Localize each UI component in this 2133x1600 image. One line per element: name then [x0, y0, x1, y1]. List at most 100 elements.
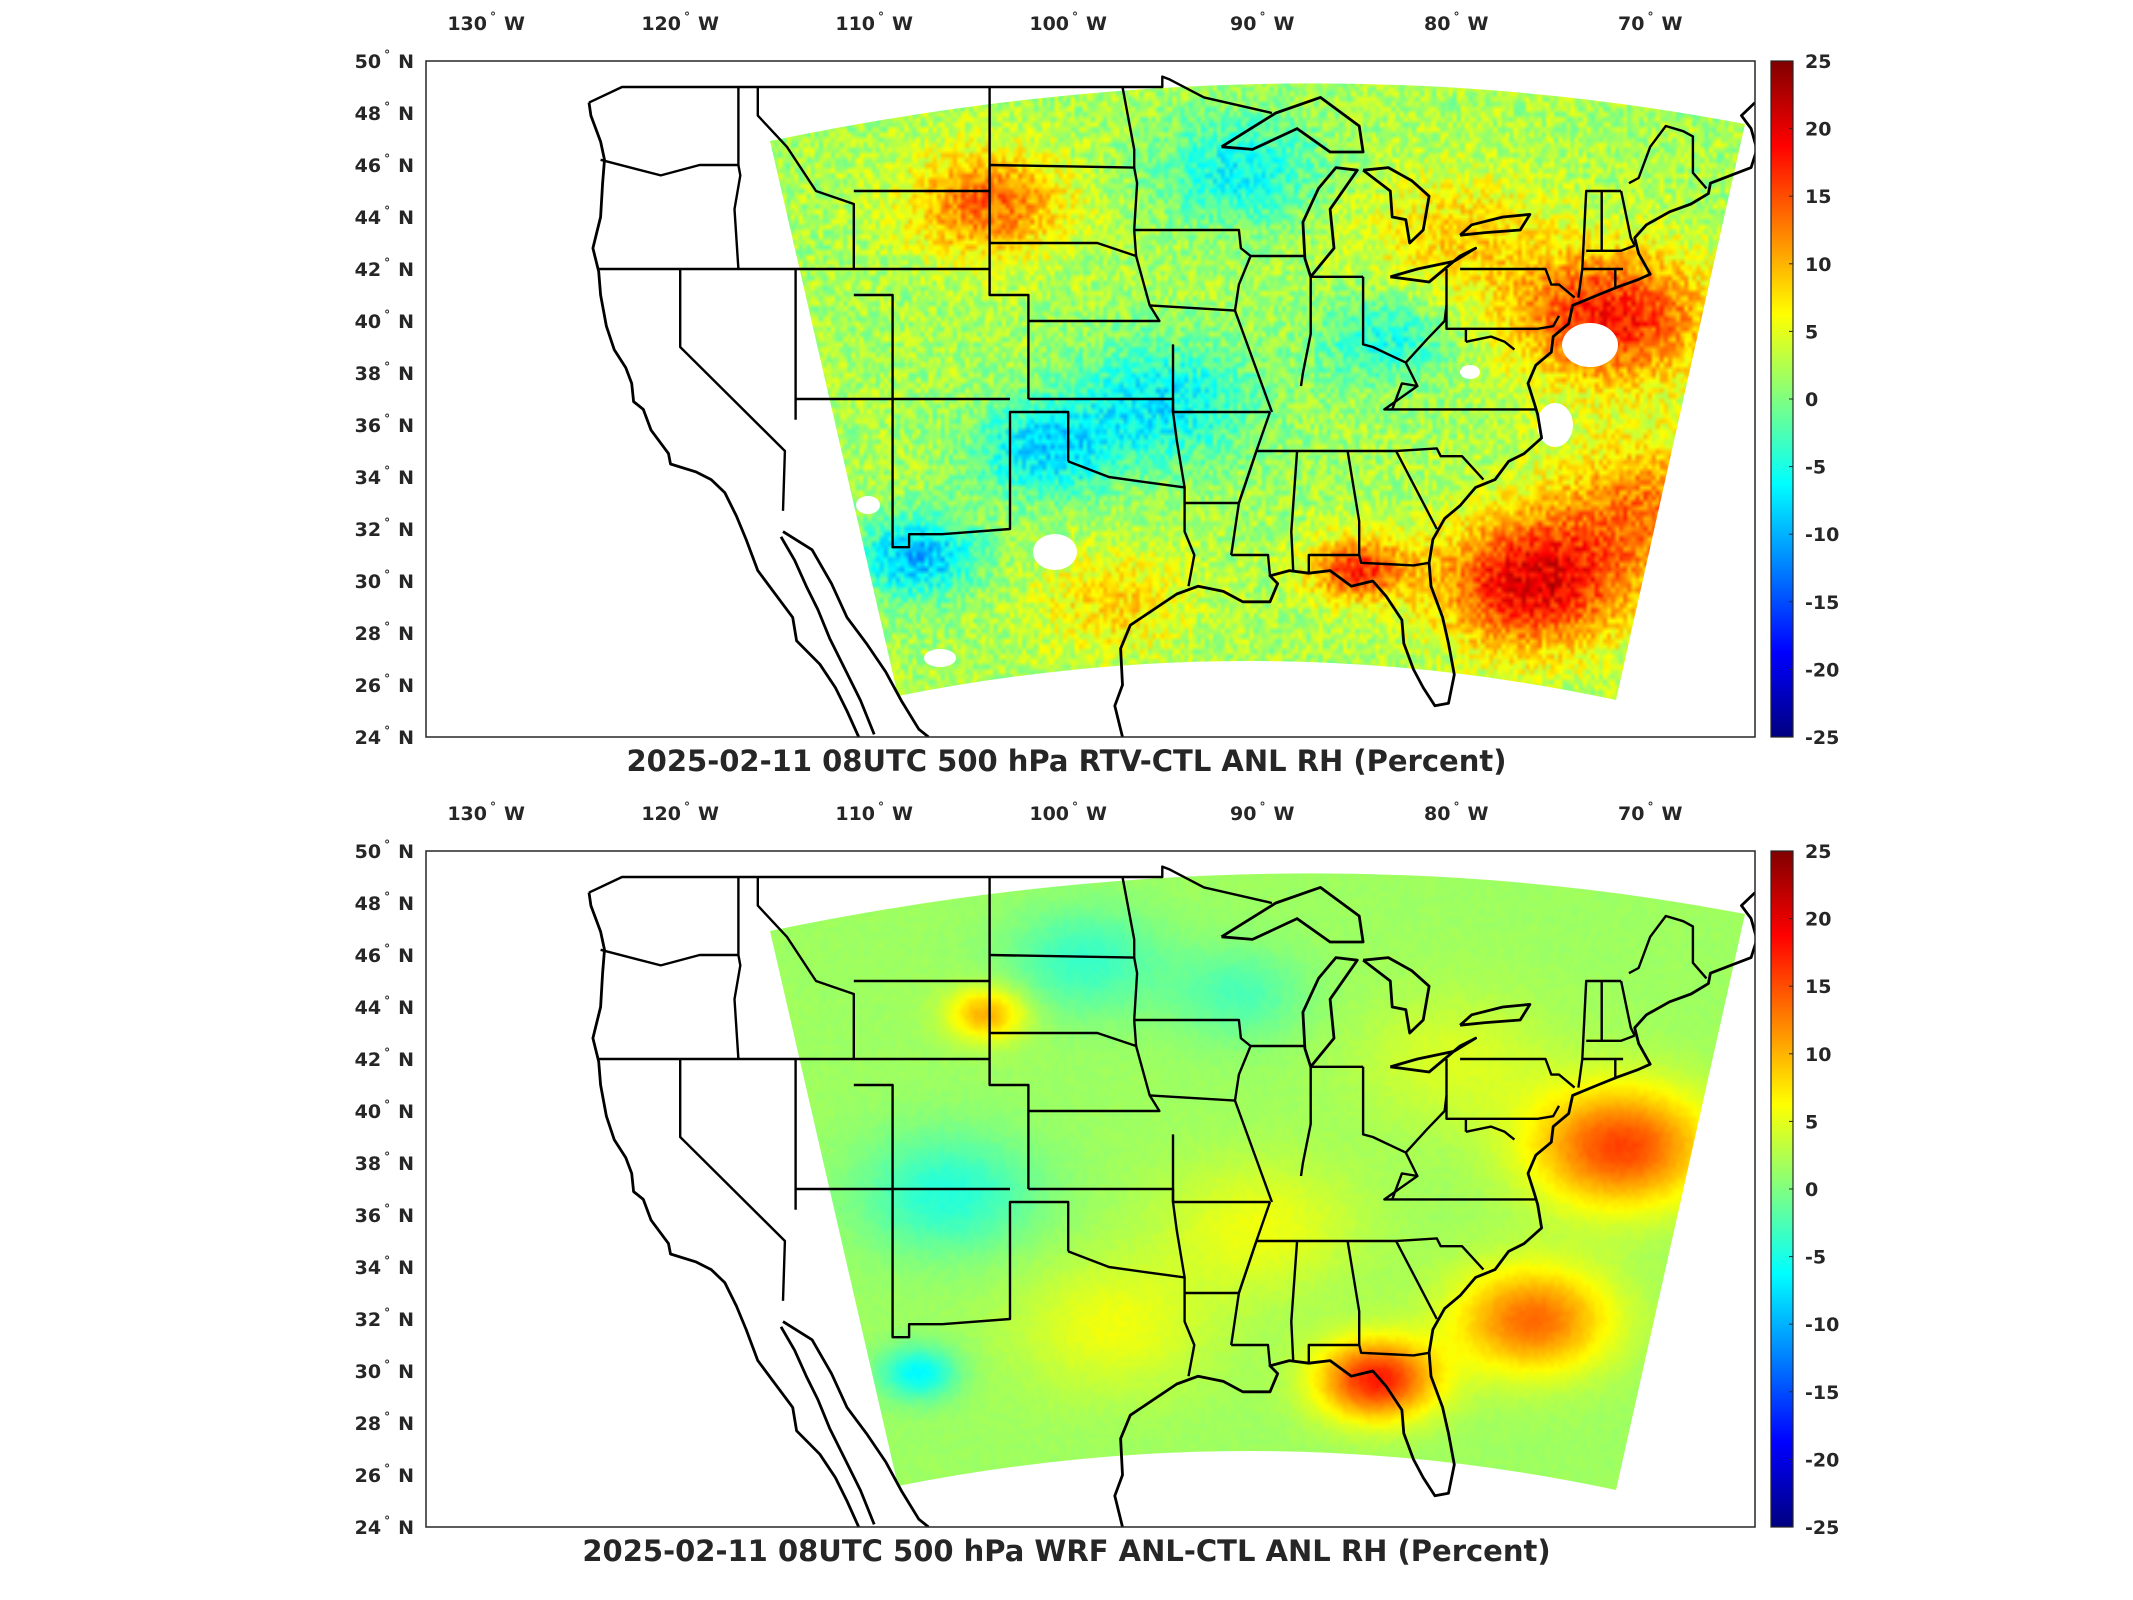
colorbar-tick-label: 25 [1805, 51, 1831, 73]
state-boundary [853, 293, 1010, 401]
lake-shoreline [1459, 212, 1532, 237]
state-boundary [1134, 228, 1305, 258]
state-boundary [1183, 1293, 1196, 1377]
bottom-map-panel: 130 ° W 120 ° W 110 ° W 100 ° W 90 ° W 80 ° W 70 ° W 50 ° N 48 ° N… [0, 790, 2133, 1590]
state-boundary [1237, 1201, 1272, 1294]
colorbar-tick-label: 0 [1805, 1179, 1818, 1201]
longitude-tick-label: 100 ° W [1029, 10, 1107, 35]
colorbar-tick-label: 15 [1805, 186, 1831, 208]
longitude-tick-label: 130 ° W [447, 800, 525, 825]
coastline [782, 530, 930, 737]
state-boundary [1465, 1125, 1516, 1141]
missing-data-patch [1562, 323, 1618, 367]
latitude-tick-label: 44 ° N [355, 994, 414, 1019]
colorbar-tick-label: 15 [1805, 976, 1831, 998]
lake-shoreline [1301, 166, 1359, 278]
colorbar-tick-label: 20 [1805, 909, 1831, 931]
colorbar-tick-label: 5 [1805, 321, 1818, 343]
coastline [782, 1320, 930, 1527]
state-boundary [989, 86, 1136, 169]
top-map-title: 2025-02-11 08UTC 500 hPa RTV-CTL ANL RH … [626, 744, 1507, 778]
state-boundary [1358, 1344, 1430, 1357]
missing-data-patch [1460, 365, 1480, 379]
missing-data-patch [924, 649, 956, 667]
lake-shoreline [1389, 1036, 1477, 1074]
state-boundary [1233, 255, 1274, 413]
latitude-tick-label: 24 ° N [355, 724, 414, 749]
latitude-tick-label: 30 ° N [355, 1358, 414, 1383]
latitude-tick-label: 40 ° N [355, 308, 414, 333]
latitude-tick-label: 46 ° N [355, 942, 414, 967]
top-map-svg: 130 ° W 120 ° W 110 ° W 100 ° W 90 ° W 80 ° W 70 ° W 50 ° N 48 ° N… [355, 10, 1840, 749]
state-boundary [1628, 914, 1708, 980]
latitude-tick-label: 36 ° N [355, 412, 414, 437]
state-boundary [756, 87, 855, 269]
latitude-tick-label: 38 ° N [355, 360, 414, 385]
longitude-tick-label: 90 ° W [1230, 800, 1294, 825]
latitude-tick-label: 44 ° N [355, 204, 414, 229]
state-boundary [1395, 450, 1438, 530]
colorbar-tick-label: -5 [1805, 1247, 1826, 1269]
state-boundary [1290, 1240, 1299, 1361]
colorbar-tick-label: 10 [1805, 254, 1831, 276]
state-boundary [1231, 553, 1272, 576]
state-boundary [1299, 1066, 1312, 1177]
longitude-tick-label: 80 ° W [1424, 10, 1488, 35]
longitude-tick-label: 90 ° W [1230, 10, 1294, 35]
state-boundary [1149, 304, 1236, 312]
latitude-tick-label: 26 ° N [355, 1462, 414, 1487]
state-boundary [1628, 124, 1708, 190]
latitude-tick-label: 34 ° N [355, 1254, 414, 1279]
lake-shoreline [1362, 166, 1431, 245]
latitude-tick-label: 28 ° N [355, 620, 414, 645]
colorbar-tick-label: -5 [1805, 457, 1826, 479]
state-boundary [1290, 450, 1299, 571]
latitude-tick-label: 48 ° N [355, 890, 414, 915]
coastline [587, 892, 860, 1527]
longitude-tick-label: 100 ° W [1029, 800, 1107, 825]
state-boundary [1586, 1034, 1636, 1043]
latitude-tick-label: 48 ° N [355, 100, 414, 125]
colorbar-tick-label: -15 [1805, 592, 1839, 614]
coastline [779, 536, 876, 735]
state-boundary [1619, 190, 1636, 247]
colorbar-tick-label: 25 [1805, 841, 1831, 863]
state-boundary [1391, 1172, 1418, 1200]
state-boundary [679, 269, 787, 511]
latitude-tick-label: 38 ° N [355, 1150, 414, 1175]
latitude-tick-label: 36 ° N [355, 1202, 414, 1227]
state-boundary [1460, 267, 1576, 299]
latitude-tick-label: 24 ° N [355, 1514, 414, 1539]
state-boundary [588, 75, 1273, 115]
colorbar-tick-label: -15 [1805, 1382, 1839, 1404]
latitude-tick-label: 32 ° N [355, 516, 414, 541]
state-boundary [1361, 1066, 1536, 1201]
latitude-tick-label: 42 ° N [355, 256, 414, 281]
longitude-tick-label: 120 ° W [641, 800, 719, 825]
latitude-tick-label: 50 ° N [355, 48, 414, 73]
state-boundary [1361, 276, 1536, 411]
state-boundary [891, 399, 1070, 549]
colorbar-tick-label: 0 [1805, 389, 1818, 411]
missing-data-patch [1033, 534, 1077, 570]
latitude-tick-label: 42 ° N [355, 1046, 414, 1071]
bottom-map-svg: 130 ° W 120 ° W 110 ° W 100 ° W 90 ° W 80 ° W 70 ° W 50 ° N 48 ° N… [355, 800, 1840, 1539]
state-boundary [1460, 1057, 1576, 1089]
colorbar-tick-label: -10 [1805, 1314, 1839, 1336]
state-boundary [1231, 1343, 1272, 1366]
lake-shoreline [1389, 246, 1477, 284]
colorbar-tick-label: 5 [1805, 1111, 1818, 1133]
state-boundary [1358, 554, 1430, 567]
state-boundary [1028, 255, 1161, 323]
state-boundary [1465, 335, 1516, 351]
lake-shoreline [1459, 1002, 1532, 1027]
latitude-tick-label: 28 ° N [355, 1410, 414, 1435]
colorbar-tick-label: -10 [1805, 524, 1839, 546]
state-boundary [1581, 979, 1622, 1060]
state-boundary [588, 865, 1273, 905]
longitude-tick-label: 70 ° W [1618, 10, 1682, 35]
state-boundary [891, 1189, 1070, 1339]
top-boundaries [587, 75, 1755, 737]
longitude-tick-label: 80 ° W [1424, 800, 1488, 825]
top-rh-difference-field [770, 83, 1745, 700]
